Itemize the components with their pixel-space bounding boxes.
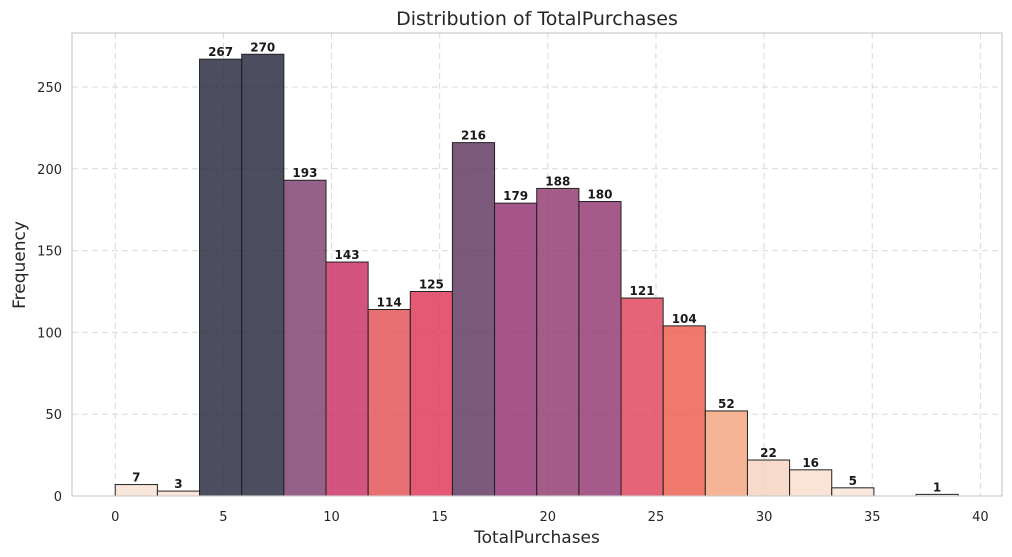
- x-tick-label: 30: [756, 510, 773, 525]
- histogram-bar: [367, 308, 411, 497]
- bar-value-label: 125: [419, 277, 444, 291]
- bar-value-label: 188: [545, 174, 570, 188]
- chart-title: Distribution of TotalPurchases: [396, 8, 678, 30]
- x-tick-label: 25: [648, 510, 665, 525]
- bar-value-label: 270: [250, 40, 275, 54]
- y-axis-label: Frequency: [10, 221, 30, 309]
- histogram-bar: [451, 142, 496, 497]
- y-tick-label: 0: [54, 490, 62, 505]
- histogram-bar: [199, 58, 243, 497]
- histogram-bar: [325, 261, 369, 497]
- y-tick-label: 100: [37, 326, 62, 341]
- x-tick-label: 40: [972, 510, 989, 525]
- bar-value-label: 193: [292, 166, 317, 180]
- x-tick-label: 35: [864, 510, 881, 525]
- y-tick-label: 50: [45, 408, 62, 423]
- histogram-bar: [241, 53, 285, 497]
- histogram-bar: [662, 325, 706, 497]
- bar-value-label: 22: [760, 446, 777, 460]
- bar-value-label: 143: [335, 248, 360, 262]
- bar-value-label: 52: [718, 397, 735, 411]
- histogram-bar: [409, 290, 453, 497]
- x-tick-label: 15: [431, 510, 448, 525]
- histogram-bar: [620, 297, 664, 497]
- histogram-bar: [114, 484, 158, 497]
- x-tick-label: 20: [540, 510, 557, 525]
- y-tick-labels: 0 50 100 150 200 250: [37, 81, 62, 505]
- bar-value-label: 3: [174, 477, 182, 491]
- bar-value-label: 16: [802, 456, 819, 470]
- histogram-bar: [789, 469, 833, 497]
- histogram-bar: [536, 187, 580, 497]
- histogram-bar: [283, 179, 327, 497]
- histogram-bar: [746, 459, 791, 497]
- bar-value-label: 5: [849, 474, 857, 488]
- bar-value-label: 7: [132, 471, 140, 485]
- histogram-bar: [494, 202, 538, 497]
- bar-value-label: 216: [461, 129, 486, 143]
- bar-value-label: 267: [208, 45, 233, 59]
- bar-value-label: 179: [503, 189, 528, 203]
- bars: [114, 53, 959, 497]
- plot-frame: [71, 32, 1003, 497]
- bar-value-label: 180: [587, 188, 612, 202]
- y-tick-label: 200: [37, 163, 62, 178]
- histogram-bar: [578, 201, 622, 497]
- bar-value-label: 121: [630, 284, 655, 298]
- x-tick-label: 10: [323, 510, 340, 525]
- x-axis-label: TotalPurchases: [473, 528, 600, 548]
- histogram-bar: [831, 487, 875, 497]
- y-tick-label: 150: [37, 245, 62, 260]
- x-tick-labels: 0 5 10 15 20 25 30 35 40: [111, 510, 989, 525]
- y-tick-label: 250: [37, 81, 62, 96]
- x-tick-label: 0: [111, 510, 119, 525]
- bar-value-label: 1: [933, 480, 941, 494]
- histogram-bar: [704, 410, 748, 497]
- bar-value-label: 104: [672, 312, 697, 326]
- x-tick-label: 5: [219, 510, 227, 525]
- histogram-bar: [156, 490, 201, 497]
- bar-value-label: 114: [377, 295, 402, 309]
